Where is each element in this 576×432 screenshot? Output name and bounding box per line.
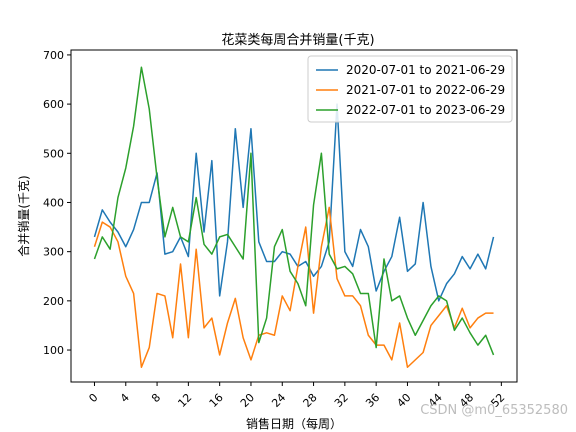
x-axis-title: 销售日期（每周） [246, 416, 342, 431]
y-tick-label: 500 [43, 147, 64, 160]
x-tick-label: 36 [363, 391, 382, 410]
x-tick-label: 16 [207, 391, 226, 410]
series-line-2 [93, 206, 494, 368]
x-tick-label: 0 [86, 391, 100, 405]
plot-frame [70, 49, 518, 383]
y-tick-label: 300 [43, 246, 64, 259]
x-tick-label: 12 [175, 391, 194, 410]
y-axis-title: 合并销量(千克) [16, 175, 31, 256]
x-tick-label: 4 [118, 391, 132, 405]
chart-title: 花菜类每周合并销量(千克) [221, 32, 374, 48]
x-tick-label: 40 [394, 391, 413, 410]
x-tick-label: 24 [269, 391, 288, 410]
legend: 2020-07-01 to 2021-06-29 2021-07-01 to 20… [307, 55, 513, 123]
x-tick-label: 20 [238, 391, 257, 410]
x-tick-label: 8 [149, 391, 163, 405]
legend-label: 2022-07-01 to 2023-06-29 [346, 103, 505, 117]
legend-box [307, 55, 513, 123]
x-tick-label: 32 [332, 391, 351, 410]
y-tick-label: 200 [43, 295, 64, 308]
series-line-1 [93, 103, 495, 302]
legend-label: 2020-07-01 to 2021-06-29 [346, 63, 505, 77]
x-tick-label: 28 [301, 391, 320, 410]
y-tick-label: 700 [43, 49, 64, 62]
series-line-3 [93, 66, 495, 356]
y-tick-label: 400 [43, 196, 64, 209]
y-tick-label: 100 [43, 344, 64, 357]
watermark: CSDN @m0_65352580 [420, 403, 568, 418]
y-tick-label: 600 [43, 98, 64, 111]
legend-label: 2021-07-01 to 2022-06-29 [346, 83, 505, 97]
